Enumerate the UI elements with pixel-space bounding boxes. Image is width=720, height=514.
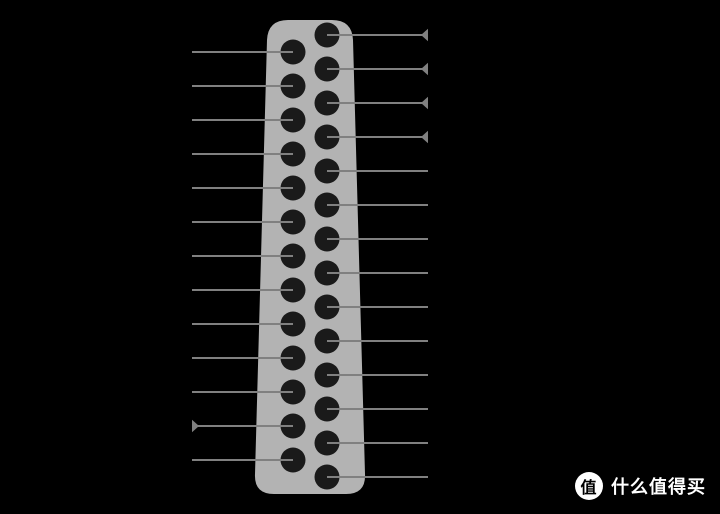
arrow-icon (192, 420, 199, 433)
arrow-icon (421, 97, 428, 110)
arrow-icon (421, 63, 428, 76)
connector-svg (0, 0, 720, 514)
watermark: 值 什么值得买 (575, 472, 706, 500)
watermark-badge-icon: 值 (575, 472, 603, 500)
diagram-canvas: 值 什么值得买 (0, 0, 720, 514)
watermark-text: 什么值得买 (611, 473, 706, 499)
arrow-icon (421, 29, 428, 42)
watermark-badge-char: 值 (580, 474, 597, 498)
arrow-icon (421, 131, 428, 144)
